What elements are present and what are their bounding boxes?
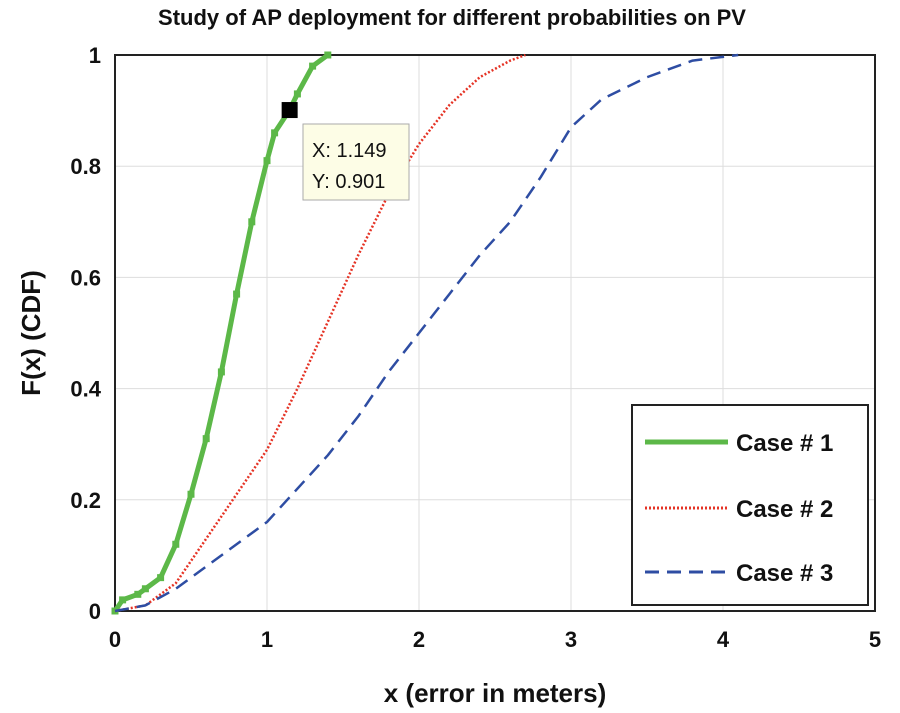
- x-tick-label: 5: [869, 627, 881, 652]
- datatip-marker[interactable]: [281, 102, 298, 119]
- x-axis-label: x (error in meters): [384, 678, 607, 708]
- y-ticks: 0 0.2 0.4 0.6 0.8 1: [70, 43, 101, 624]
- series-1-marker: [202, 435, 210, 443]
- x-tick-label: 4: [717, 627, 730, 652]
- y-axis-label: F(x) (CDF): [16, 270, 46, 396]
- legend: Case # 1 Case # 2 Case # 3: [631, 404, 869, 606]
- series-1-marker: [248, 218, 256, 226]
- datatip[interactable]: X: 1.149 Y: 0.901: [281, 102, 410, 201]
- y-tick-label: 0: [89, 599, 101, 624]
- x-tick-label: 0: [109, 627, 121, 652]
- x-ticks: 0 1 2 3 4 5: [109, 627, 881, 652]
- series-1-marker: [119, 596, 127, 604]
- datatip-y: Y: 0.901: [312, 171, 385, 193]
- series-1-marker: [172, 540, 180, 548]
- series-1-marker: [263, 157, 271, 165]
- series-1-marker: [141, 585, 149, 593]
- x-tick-label: 3: [565, 627, 577, 652]
- series-1-marker: [217, 368, 225, 376]
- series-2-line: [114, 53, 526, 613]
- legend-label-1: Case # 1: [736, 430, 833, 457]
- series-1-marker: [233, 290, 241, 298]
- x-tick-label: 2: [413, 627, 425, 652]
- series-1-marker: [271, 129, 279, 137]
- series-3-line: [114, 53, 739, 613]
- plot-area: [114, 54, 876, 612]
- series-1-marker: [293, 90, 301, 98]
- y-tick-label: 0.8: [70, 154, 101, 179]
- y-tick-label: 0.4: [70, 377, 101, 402]
- y-tick-label: 0.6: [70, 265, 101, 290]
- series-1-marker: [157, 574, 165, 582]
- series-1-marker: [187, 490, 195, 498]
- series-1-marker: [324, 51, 332, 59]
- series-1-marker: [134, 590, 142, 598]
- y-tick-label: 0.2: [70, 488, 101, 513]
- x-tick-label: 1: [261, 627, 273, 652]
- series-1-marker: [309, 62, 317, 70]
- legend-label-3: Case # 3: [736, 560, 833, 587]
- chart-title: Study of AP deployment for different pro…: [158, 5, 746, 30]
- series-1-line: [112, 52, 330, 613]
- datatip-box: [302, 123, 410, 201]
- legend-label-2: Case # 2: [736, 496, 833, 523]
- datatip-x: X: 1.149: [312, 140, 387, 162]
- y-tick-label: 1: [89, 43, 101, 68]
